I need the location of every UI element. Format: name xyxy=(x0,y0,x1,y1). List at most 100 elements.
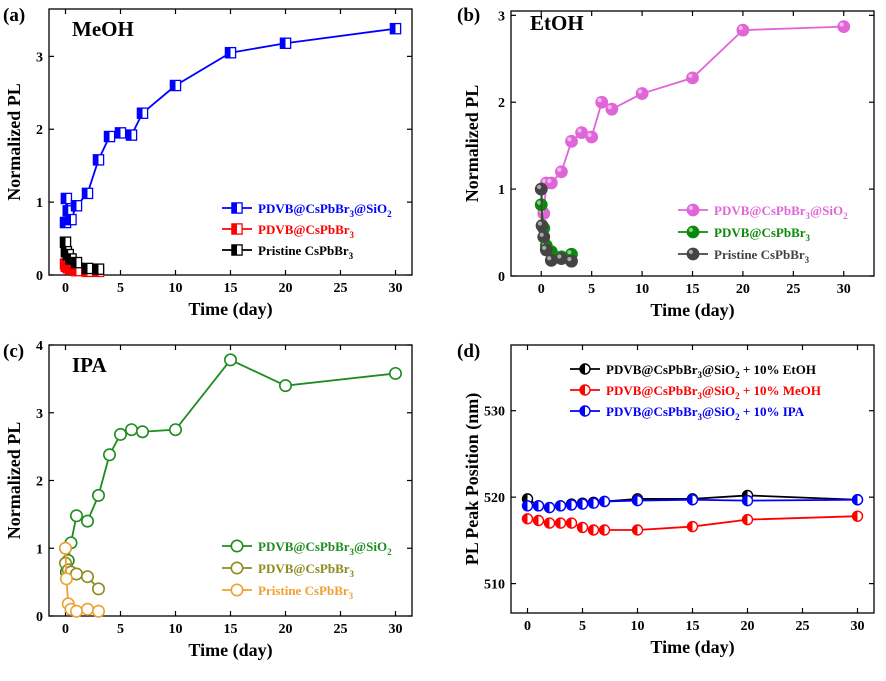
y-tick-label: 3 xyxy=(498,9,505,24)
marker-fill xyxy=(588,498,594,509)
legend-entry: PDVB@CsPbBr3 xyxy=(222,561,355,579)
data-point xyxy=(103,448,117,462)
marker-open xyxy=(92,604,106,618)
y-tick-label: 510 xyxy=(484,578,505,593)
solvent-label: MeOH xyxy=(72,17,134,41)
series-line xyxy=(540,25,844,214)
data-point xyxy=(92,154,105,166)
marker-fill xyxy=(93,264,99,275)
series-2 xyxy=(521,494,864,514)
x-axis-title: Time (day) xyxy=(650,300,734,321)
x-tick-label: 5 xyxy=(579,619,586,634)
data-point xyxy=(565,499,578,511)
data-point xyxy=(544,176,558,190)
data-point xyxy=(532,514,545,527)
legend-label: PDVB@CsPbBr3@SiO2 + 10% EtOH xyxy=(606,362,816,380)
y-tick-label: 0 xyxy=(36,610,43,625)
legend-entry: PDVB@CsPbBr3@SiO2 xyxy=(222,539,392,557)
data-point xyxy=(389,22,402,35)
series-2 xyxy=(58,541,106,618)
marker-fill xyxy=(566,499,572,510)
marker-fill xyxy=(65,214,71,225)
marker-fill xyxy=(687,494,693,505)
data-point xyxy=(114,427,128,441)
marker-highlight xyxy=(547,178,552,184)
marker-highlight xyxy=(547,256,552,261)
marker-fill xyxy=(544,518,550,529)
marker-highlight xyxy=(688,227,694,232)
data-point xyxy=(555,165,568,179)
marker-fill xyxy=(104,131,110,142)
marker-ball xyxy=(555,165,568,179)
x-tick-label: 15 xyxy=(686,619,700,634)
series-0 xyxy=(59,22,402,229)
marker-fill xyxy=(231,244,237,256)
data-point xyxy=(279,37,292,50)
marker-fill xyxy=(170,80,176,91)
marker-fill xyxy=(577,499,583,510)
x-tick-label: 10 xyxy=(169,281,183,296)
marker-highlight xyxy=(557,167,562,172)
panel-label: (a) xyxy=(3,5,25,26)
marker-highlight xyxy=(542,245,547,250)
data-point xyxy=(598,495,611,508)
marker-fill xyxy=(555,500,561,511)
marker-highlight xyxy=(577,128,582,133)
data-point xyxy=(537,230,551,244)
marker-ball xyxy=(686,225,700,239)
data-point xyxy=(125,129,138,141)
x-tick-label: 30 xyxy=(389,622,403,637)
data-point xyxy=(81,570,95,584)
data-point xyxy=(92,263,105,275)
marker-ball xyxy=(565,254,578,268)
y-tick-label: 2 xyxy=(36,475,43,490)
marker-fill xyxy=(71,265,77,276)
data-point xyxy=(92,488,106,502)
marker-fill xyxy=(555,518,561,529)
data-point xyxy=(114,127,127,139)
marker-ball xyxy=(686,203,700,217)
data-point xyxy=(278,379,292,393)
data-point xyxy=(575,126,588,140)
data-point xyxy=(598,524,611,536)
legend-label: PDVB@CsPbBr3 xyxy=(258,561,355,579)
marker-open xyxy=(70,509,84,523)
marker-fill xyxy=(599,496,605,507)
marker-fill xyxy=(533,500,539,511)
data-point xyxy=(92,604,106,618)
marker-highlight xyxy=(607,104,612,110)
x-tick-label: 10 xyxy=(635,282,649,297)
panel-label: (d) xyxy=(457,341,480,362)
marker-open xyxy=(58,541,72,555)
y-tick-label: 3 xyxy=(36,407,43,422)
x-tick-label: 5 xyxy=(588,282,595,297)
panel-b: 0 5 10 15 20 25 30 0 1 2 3 Time (day) Normalized PL (… xyxy=(457,5,875,321)
y-axis-title: Normalized PL xyxy=(4,422,24,539)
marker-fill xyxy=(82,188,88,199)
data-point xyxy=(686,520,699,533)
data-point xyxy=(565,134,578,148)
marker-highlight xyxy=(539,232,544,237)
x-tick-label: 0 xyxy=(538,282,545,297)
series-0 xyxy=(58,353,402,579)
x-tick-label: 20 xyxy=(279,622,293,637)
data-point xyxy=(605,102,619,116)
data-point xyxy=(565,254,578,268)
panel-a: 0 5 10 15 20 25 30 0 1 2 3 Time (day) Normalized PL (… xyxy=(3,5,413,320)
data-point xyxy=(169,79,182,92)
marker-ball xyxy=(736,23,750,37)
marker-fill xyxy=(533,515,539,526)
data-point xyxy=(59,236,72,248)
marker-ball xyxy=(535,219,549,233)
marker-highlight xyxy=(738,25,743,31)
marker-open xyxy=(81,602,95,616)
data-point xyxy=(521,513,534,525)
marker-ball xyxy=(686,247,700,261)
legend-label: Pristine CsPbBr3 xyxy=(258,243,354,261)
y-tick-label: 1 xyxy=(498,183,505,198)
x-tick-label: 25 xyxy=(334,622,348,637)
marker-fill xyxy=(60,237,66,248)
data-point xyxy=(58,541,72,555)
y-axis-title: Normalized PL xyxy=(462,85,482,202)
